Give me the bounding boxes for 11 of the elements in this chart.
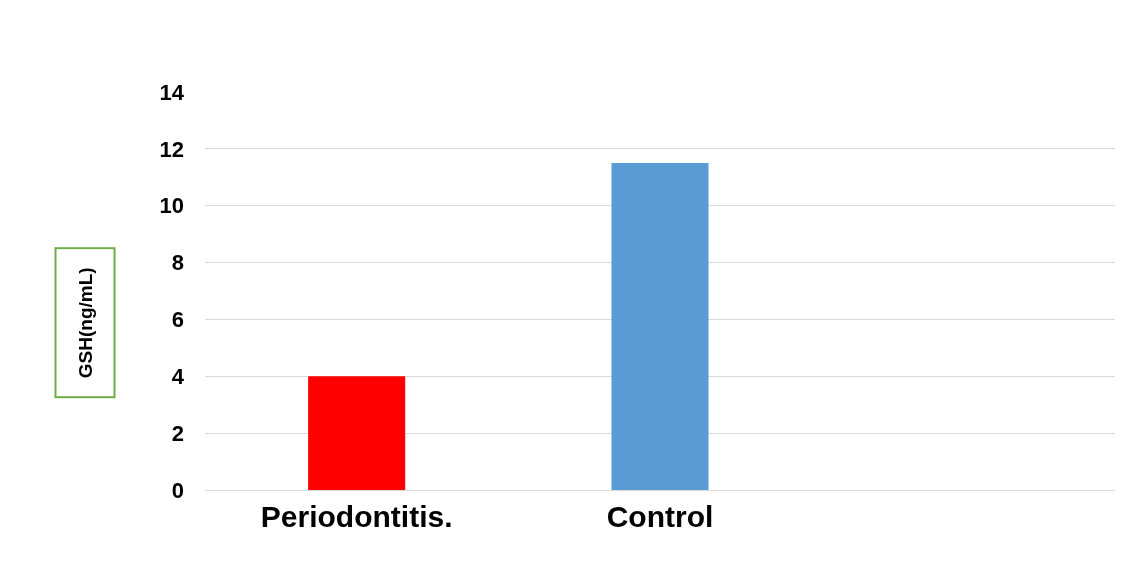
y-tick-label: 14 xyxy=(159,79,185,105)
y-tick-label: 8 xyxy=(171,250,184,276)
y-tick-label: 2 xyxy=(171,420,184,446)
x-tick-label: Control xyxy=(606,500,714,533)
y-tick-label: 4 xyxy=(171,363,185,389)
y-tick-label: 0 xyxy=(171,477,184,503)
y-tick-label: 6 xyxy=(171,307,184,333)
x-tick-label: Periodontitis. xyxy=(260,500,453,533)
y-axis-title: GSH(ng/mL) xyxy=(74,267,96,379)
y-tick-label: 12 xyxy=(159,136,184,162)
y-tick-label: 10 xyxy=(159,193,184,219)
